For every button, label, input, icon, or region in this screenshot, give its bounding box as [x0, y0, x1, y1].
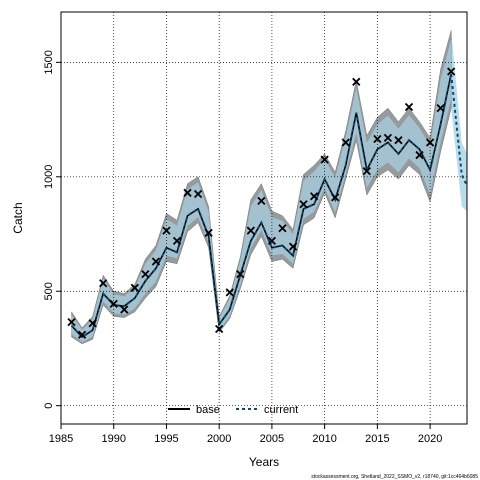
x-axis-label: Years — [249, 455, 279, 469]
x-tick-label: 2020 — [418, 433, 442, 445]
x-tick-label: 2000 — [207, 433, 231, 445]
observed-catch-point — [120, 305, 129, 314]
observed-catch-point — [225, 288, 234, 297]
observed-catch-point — [299, 200, 308, 209]
observed-catch-point — [447, 67, 456, 76]
legend: base current — [168, 404, 298, 416]
observed-catch-point — [436, 103, 445, 113]
observed-catch-point — [341, 138, 350, 147]
observed-catch-point — [141, 269, 150, 279]
observed-catch-point — [162, 226, 171, 235]
x-tick-label: 2010 — [312, 433, 336, 445]
observed-catch-point — [172, 236, 182, 246]
observed-catch-point — [373, 134, 382, 144]
observed-catch-point — [362, 166, 371, 176]
confidence-bands — [71, 30, 467, 345]
x-tick-label: 1985 — [49, 433, 73, 445]
y-tick-label: 1000 — [43, 165, 55, 189]
observed-catch-point — [77, 330, 87, 339]
y-tick-label: 500 — [43, 282, 55, 300]
observed-catch-point — [109, 299, 118, 308]
observed-catch-point — [236, 269, 245, 279]
observed-catch-point — [88, 319, 97, 328]
y-axis-label: Catch — [11, 202, 25, 233]
series-lines — [70, 73, 468, 339]
observed-catch-point — [183, 188, 192, 197]
observed-catch-point — [415, 150, 424, 160]
observed-catch-point — [267, 236, 277, 246]
y-tick-label: 0 — [43, 403, 55, 409]
x-tick-label: 1990 — [101, 433, 125, 445]
x-tick-label: 2015 — [365, 433, 389, 445]
observed-catch-point — [320, 155, 329, 164]
observed-catch-point — [67, 318, 76, 327]
x-tick-label: 1995 — [154, 433, 178, 445]
observed-markers — [67, 67, 456, 339]
observed-catch-point — [130, 283, 139, 292]
observed-catch-point — [151, 257, 161, 266]
y-tick-label: 1500 — [43, 50, 55, 74]
y-axis: 0 500 1000 1500 — [43, 50, 61, 409]
footnote: stockassessment.org, Shetland_2022_SSMO_… — [311, 474, 478, 480]
observed-catch-point — [204, 228, 213, 238]
observed-catch-point — [257, 196, 266, 205]
observed-catch-point — [331, 193, 340, 202]
observed-catch-point — [425, 138, 435, 147]
overlap-confidence-band — [71, 39, 452, 342]
legend-base-label: base — [196, 404, 220, 416]
x-axis: 1985 1990 1995 2000 2005 2010 2015 2020 — [49, 424, 442, 445]
observed-catch-point — [193, 189, 203, 199]
observed-catch-point — [246, 226, 255, 235]
observed-catch-point — [309, 192, 319, 201]
observed-catch-point — [404, 102, 414, 112]
observed-catch-point — [215, 324, 224, 334]
observed-catch-point — [352, 77, 361, 86]
x-tick-label: 2005 — [260, 433, 284, 445]
legend-current-label: current — [264, 404, 298, 416]
current-line — [70, 73, 468, 339]
plot-frame — [60, 11, 468, 425]
observed-catch-point — [394, 136, 403, 145]
observed-catch-point — [288, 242, 298, 251]
observed-catch-point — [278, 224, 287, 233]
observed-catch-point — [99, 279, 108, 288]
observed-catch-point — [383, 133, 393, 143]
